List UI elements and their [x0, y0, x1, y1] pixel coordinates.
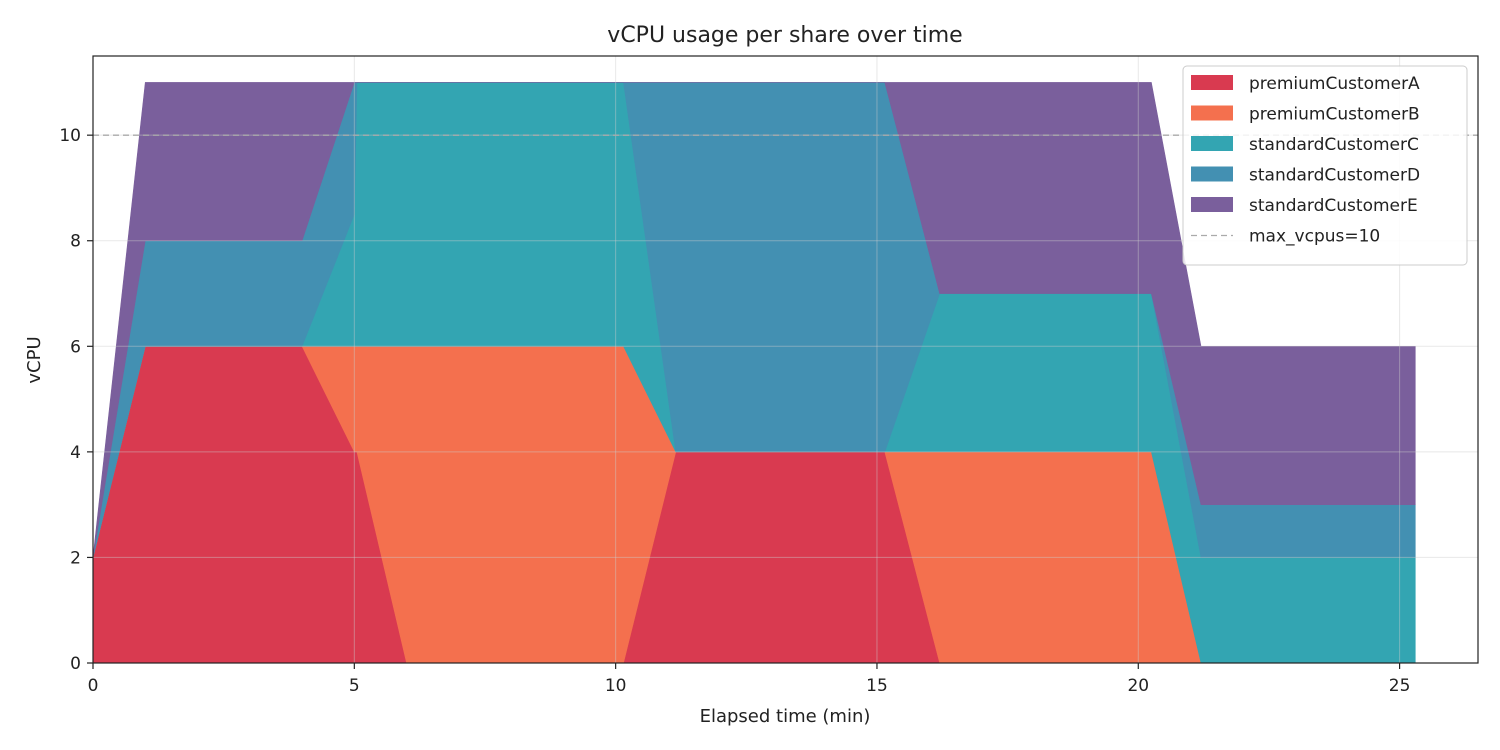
- y-tick-label: 6: [70, 337, 81, 357]
- x-tick-label: 5: [349, 676, 360, 696]
- x-tick-label: 10: [605, 676, 627, 696]
- area-standardCustomerE: [92, 82, 1416, 558]
- legend-swatch: [1191, 197, 1233, 212]
- series-layer: [92, 82, 1416, 664]
- x-tick-label: 20: [1127, 676, 1149, 696]
- x-axis-ticks: 0 5 10 15 20 25: [88, 663, 1411, 696]
- legend-label: standardCustomerE: [1249, 196, 1418, 216]
- x-tick-label: 15: [866, 676, 888, 696]
- y-tick-label: 0: [70, 654, 81, 674]
- plot-frame: [92, 55, 1479, 664]
- legend-box: [1182, 65, 1468, 266]
- y-tick-label: 2: [70, 548, 81, 568]
- x-axis-label: Elapsed time (min): [700, 706, 871, 727]
- legend-label: premiumCustomerB: [1249, 105, 1420, 125]
- legend-label: standardCustomerC: [1249, 135, 1419, 155]
- legend-label: standardCustomerD: [1249, 166, 1420, 186]
- legend: premiumCustomerA premiumCustomerB standard…: [1182, 65, 1468, 266]
- legend-swatch: [1191, 105, 1233, 121]
- y-tick-label: 10: [59, 126, 81, 146]
- y-axis-label: vCPU: [24, 336, 45, 383]
- x-tick-label: 0: [88, 676, 99, 696]
- chart-title: vCPU usage per share over time: [607, 23, 962, 48]
- legend-swatch: [1191, 136, 1233, 151]
- y-tick-label: 8: [70, 232, 81, 252]
- legend-label: premiumCustomerA: [1249, 74, 1420, 94]
- legend-label: max_vcpus=10: [1249, 227, 1380, 247]
- legend-swatch: [1191, 75, 1233, 90]
- x-tick-label: 25: [1389, 676, 1411, 696]
- y-axis-ticks: 0 2 4 6 8 10: [59, 126, 93, 674]
- y-tick-label: 4: [70, 443, 81, 463]
- legend-swatch: [1191, 166, 1233, 182]
